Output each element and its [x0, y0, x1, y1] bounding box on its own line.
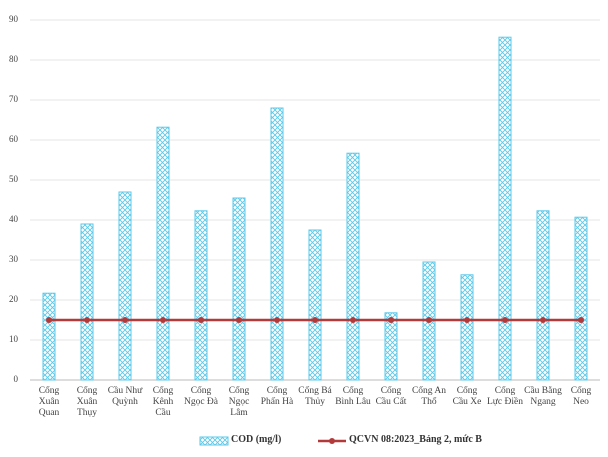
x-tick-label: Cống Lực Điền	[486, 386, 523, 407]
marker	[160, 317, 166, 323]
x-tick-label: Cầu Như Quỳnh	[107, 386, 143, 407]
bar	[308, 229, 322, 381]
legend-label: COD (mg/l)	[231, 434, 282, 445]
marker	[464, 317, 470, 323]
x-tick-label: Cống Bá Thủy	[298, 386, 332, 407]
marker	[84, 317, 90, 323]
bar	[536, 210, 550, 381]
bar	[42, 292, 56, 381]
y-tick-label: 30	[9, 254, 19, 264]
legend-label: QCVN 08:2023_Bảng 2, mức B	[349, 434, 482, 445]
bar	[574, 216, 588, 381]
x-tick-label: Cống Ngọc Lâm	[228, 386, 250, 418]
bar	[346, 152, 360, 381]
x-tick-label: Cống Kênh Cầu	[152, 386, 174, 418]
y-tick-label: 90	[9, 14, 19, 24]
bar	[156, 126, 170, 381]
x-tick-label: Cống Xuân Thụy	[76, 386, 98, 418]
y-tick-label: 0	[14, 374, 19, 384]
marker	[274, 317, 280, 323]
bar	[498, 36, 512, 381]
x-tick-label: Cống Bình Lâu	[335, 386, 371, 407]
marker	[578, 317, 584, 323]
marker	[388, 317, 394, 323]
x-tick-label: Cống An Thổ	[411, 386, 447, 407]
bar	[270, 107, 284, 381]
y-tick-label: 10	[9, 334, 19, 344]
marker	[198, 317, 204, 323]
marker	[46, 317, 52, 323]
marker	[502, 317, 508, 323]
y-tick-label: 20	[9, 294, 19, 304]
y-tick-label: 40	[9, 214, 19, 224]
marker	[426, 317, 432, 323]
y-tick-label: 60	[9, 134, 19, 144]
y-tick-label: 50	[9, 174, 19, 184]
bar	[232, 197, 246, 381]
x-tick-label: Cống Cầu Cất	[375, 386, 407, 407]
legend-swatch	[199, 436, 229, 446]
x-tick-label: Cống Xuân Quan	[38, 386, 60, 418]
bar	[194, 210, 208, 381]
bar	[384, 312, 398, 381]
y-tick-label: 70	[9, 94, 19, 104]
marker	[312, 317, 318, 323]
x-tick-label: Cầu Bằng Ngang	[524, 386, 562, 407]
legend-marker	[329, 438, 335, 444]
x-tick-label: Cống Ngọc Đà	[183, 386, 219, 407]
bar	[460, 274, 474, 381]
x-tick-label: Cống Phấn Hà	[260, 386, 294, 407]
marker	[236, 317, 242, 323]
x-tick-label: Cống Neo	[570, 386, 592, 407]
marker	[540, 317, 546, 323]
bar	[80, 223, 94, 381]
bar	[118, 191, 132, 381]
y-tick-label: 80	[9, 54, 19, 64]
marker	[122, 317, 128, 323]
marker	[350, 317, 356, 323]
x-tick-label: Cống Cầu Xe	[452, 386, 482, 407]
